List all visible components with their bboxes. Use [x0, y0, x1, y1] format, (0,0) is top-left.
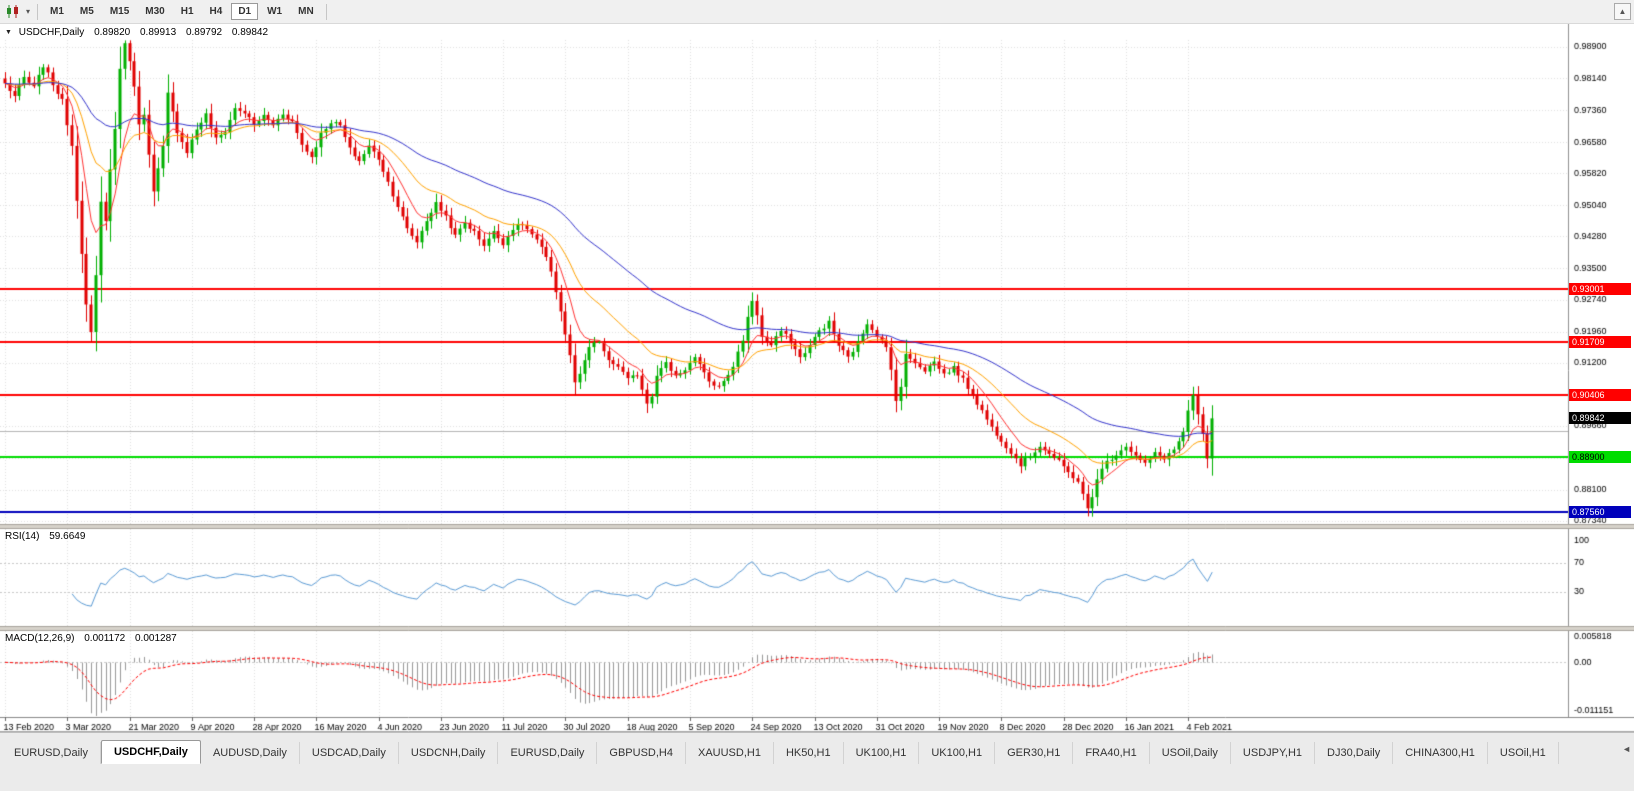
ohlc-low: 0.89792	[185, 27, 223, 38]
timeframe-button-group: M1 M5 M15 M30 H1 H4 D1 W1 MN	[42, 3, 322, 20]
ohlc-high: 0.89913	[140, 27, 177, 38]
timeframe-button-h1[interactable]: H1	[180, 6, 194, 17]
chart-tab-usdchf-daily[interactable]: USDCHF,Daily	[100, 740, 201, 764]
chart-tab-usdjpy-h1[interactable]: USDJPY,H1	[1230, 742, 1316, 764]
chart-tab-uk100-h1[interactable]: UK100,H1	[919, 742, 996, 764]
chart-tab-xauusd-h1[interactable]: XAUUSD,H1	[685, 742, 774, 764]
timeframe-button-m1[interactable]: M1	[50, 6, 64, 17]
tab-scroll-left-icon[interactable]: ◄	[1622, 744, 1631, 754]
rsi-indicator-header: RSI(14) 59.6649	[5, 531, 92, 542]
timeframe-button-w1[interactable]: W1	[267, 6, 283, 17]
macd-indicator-name: MACD(12,26,9)	[5, 633, 75, 644]
macd-indicator-header: MACD(12,26,9) 0.001172 0.001287	[5, 633, 184, 644]
chart-tab-hk50-h1[interactable]: HK50,H1	[773, 742, 844, 764]
chart-tab-usdcnh-daily[interactable]: USDCNH,Daily	[398, 742, 499, 764]
scroll-up-button[interactable]: ▲	[1614, 3, 1631, 20]
ohlc-close: 0.89842	[231, 27, 269, 38]
chart-tab-audusd-daily[interactable]: AUDUSD,Daily	[200, 742, 300, 764]
macd-signal-value: 0.001287	[135, 633, 177, 644]
chart-tab-eurusd-daily[interactable]: EURUSD,Daily	[2, 742, 101, 764]
chart-tab-usoil-daily[interactable]: USOil,Daily	[1149, 742, 1231, 764]
chart-window: ▼ USDCHF,Daily 0.89820 0.89913 0.89792 0…	[0, 24, 1634, 732]
chart-tabs: EURUSD,Daily USDCHF,Daily AUDUSD,Daily USDC…	[0, 737, 1612, 764]
chart-window-header: ▼ USDCHF,Daily 0.89820 0.89913 0.89792 0…	[5, 27, 275, 38]
rsi-indicator-name: RSI(14)	[5, 531, 40, 542]
chart-tab-usoil-h1[interactable]: USOil,H1	[1487, 742, 1559, 764]
chart-tab-fra40-h1[interactable]: FRA40,H1	[1073, 742, 1150, 764]
ohlc-open: 0.89820	[94, 27, 131, 38]
chart-type-icon[interactable]	[3, 3, 23, 21]
chart-tab-eurusd-daily[interactable]: EURUSD,Daily	[498, 742, 598, 764]
chart-tab-ger30-h1[interactable]: GER30,H1	[995, 742, 1074, 764]
timeframe-button-m15[interactable]: M15	[109, 6, 130, 17]
timeframe-button-mn[interactable]: MN	[298, 6, 314, 17]
timeframe-button-h4[interactable]: H4	[209, 6, 223, 17]
rsi-indicator-value: 59.6649	[49, 531, 86, 542]
timeframe-button-d1[interactable]: D1	[231, 3, 259, 20]
timeframe-toolbar: ▾ M1 M5 M15 M30 H1 H4 D1 W1 MN ▲	[0, 0, 1634, 24]
timeframe-button-m30[interactable]: M30	[145, 6, 165, 17]
chart-tab-uk100-h1[interactable]: UK100,H1	[843, 742, 920, 764]
chart-tab-gbpusd-h4[interactable]: GBPUSD,H4	[597, 742, 686, 764]
toolbar-separator	[37, 3, 38, 20]
toolbar-separator	[325, 3, 327, 20]
macd-main-value: 0.001172	[84, 633, 126, 644]
chart-type-caret-icon[interactable]: ▾	[25, 7, 30, 16]
chart-canvas[interactable]	[0, 24, 1634, 732]
chart-tab-china300-h1[interactable]: CHINA300,H1	[1393, 742, 1488, 764]
chart-tab-usdcad-daily[interactable]: USDCAD,Daily	[299, 742, 399, 764]
chart-menu-triangle-icon[interactable]: ▼	[5, 29, 12, 36]
chart-title-symbol: USDCHF,Daily	[18, 27, 85, 38]
chart-tab-bar: EURUSD,Daily USDCHF,Daily AUDUSD,Daily USDC…	[0, 732, 1634, 791]
chart-tab-dj30-daily[interactable]: DJ30,Daily	[1315, 742, 1394, 764]
timeframe-button-m5[interactable]: M5	[79, 6, 94, 17]
